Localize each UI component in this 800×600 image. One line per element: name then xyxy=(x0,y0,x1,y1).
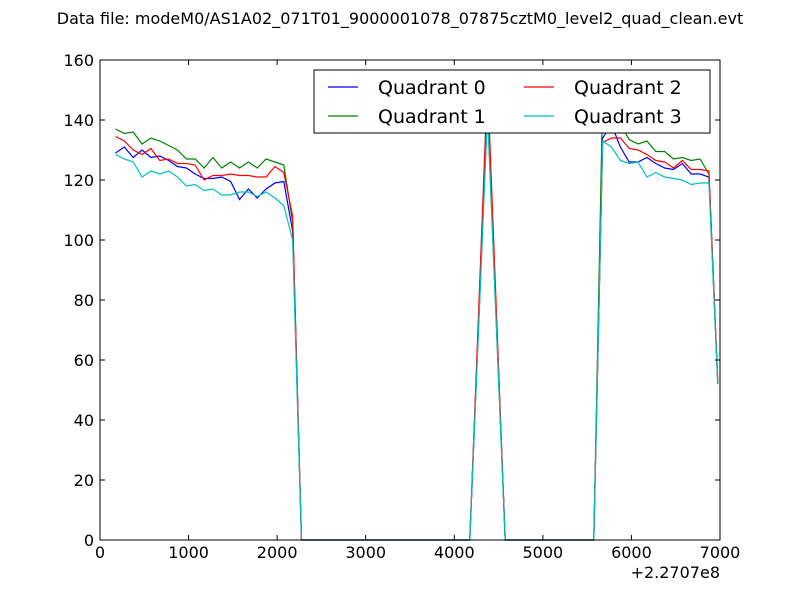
y-tick-label: 0 xyxy=(84,531,94,550)
legend-label-quadrant-0: Quadrant 0 xyxy=(378,77,486,99)
y-tick-label: 40 xyxy=(74,411,94,430)
y-tick-label: 80 xyxy=(74,291,94,310)
legend-label-quadrant-2: Quadrant 2 xyxy=(574,77,682,99)
x-tick-label: 7000 xyxy=(700,543,741,562)
y-tick-label: 60 xyxy=(74,351,94,370)
y-tick-label: 20 xyxy=(74,471,94,490)
x-tick-label: 1000 xyxy=(168,543,209,562)
y-tick-label: 140 xyxy=(63,111,94,130)
plot-frame xyxy=(100,60,720,540)
legend: Quadrant 0 Quadrant 1 Quadrant 2 Quadrant 3 xyxy=(313,69,711,134)
axes-layer: 0 1000 2000 3000 4000 5000 6000 7000 0 20 40 60 80 10… xyxy=(63,51,740,562)
series-line-quadrant-3 xyxy=(115,113,719,541)
legend-box xyxy=(313,69,711,134)
x-tick-label: 3000 xyxy=(345,543,386,562)
x-tick-label: 4000 xyxy=(434,543,475,562)
x-offset-label: +2.2707e8 xyxy=(631,563,720,582)
chart-title: Data file: modeM0/AS1A02_071T01_90000010… xyxy=(57,9,743,29)
x-tick-label: 6000 xyxy=(611,543,652,562)
x-tick-label: 2000 xyxy=(257,543,298,562)
y-tick-label: 100 xyxy=(63,231,94,250)
y-tick-label: 120 xyxy=(63,171,94,190)
x-tick-label: 5000 xyxy=(522,543,563,562)
series-layer xyxy=(115,80,719,541)
legend-label-quadrant-1: Quadrant 1 xyxy=(378,106,486,128)
series-line-quadrant-2 xyxy=(115,80,719,541)
y-tick-label: 160 xyxy=(63,51,94,70)
x-tick-label: 0 xyxy=(95,543,105,562)
legend-label-quadrant-3: Quadrant 3 xyxy=(574,106,682,128)
